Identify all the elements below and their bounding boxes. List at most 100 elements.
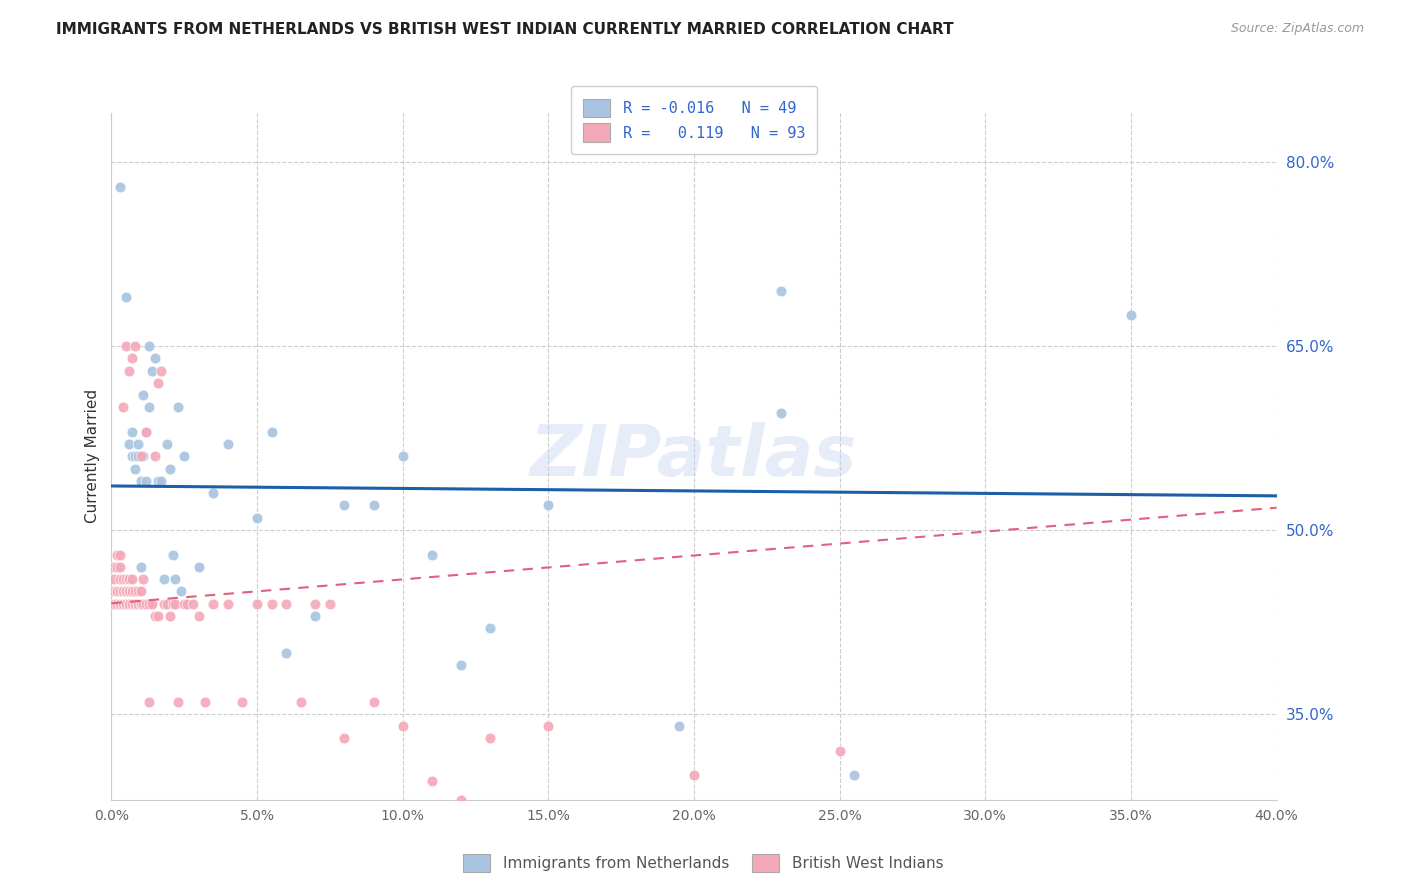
Point <box>118 437 141 451</box>
Point <box>135 425 157 439</box>
Point <box>115 572 138 586</box>
Point <box>770 407 793 421</box>
Point <box>202 597 225 611</box>
Point <box>108 597 131 611</box>
Point <box>138 597 160 611</box>
Point <box>391 450 413 464</box>
Point <box>173 597 195 611</box>
Point <box>363 499 385 513</box>
Point <box>162 548 184 562</box>
Point <box>121 572 143 586</box>
Point <box>187 608 209 623</box>
Point <box>118 572 141 586</box>
Point <box>105 584 128 599</box>
Point <box>112 401 135 415</box>
Point <box>246 597 269 611</box>
Point <box>156 597 179 611</box>
Point <box>450 657 472 672</box>
Point <box>450 793 472 807</box>
Point <box>217 437 239 451</box>
Point <box>363 695 385 709</box>
Point <box>162 597 184 611</box>
Point <box>143 450 166 464</box>
Point <box>108 559 131 574</box>
Point <box>127 450 149 464</box>
Point <box>129 450 152 464</box>
Point <box>135 597 157 611</box>
Point <box>124 597 146 611</box>
Legend: Immigrants from Netherlands, British West Indians: Immigrants from Netherlands, British Wes… <box>456 846 950 880</box>
Text: ZIPatlas: ZIPatlas <box>530 422 858 491</box>
Point <box>121 351 143 366</box>
Point <box>333 731 356 746</box>
Point <box>159 461 181 475</box>
Point <box>138 695 160 709</box>
Point <box>127 584 149 599</box>
Point <box>304 597 326 611</box>
Point <box>112 597 135 611</box>
Point <box>333 499 356 513</box>
Text: IMMIGRANTS FROM NETHERLANDS VS BRITISH WEST INDIAN CURRENTLY MARRIED CORRELATION: IMMIGRANTS FROM NETHERLANDS VS BRITISH W… <box>56 22 953 37</box>
Point <box>129 559 152 574</box>
Point <box>167 695 190 709</box>
Point <box>124 597 146 611</box>
Point <box>170 584 193 599</box>
Point <box>127 597 149 611</box>
Point <box>121 597 143 611</box>
Point <box>115 597 138 611</box>
Point <box>105 597 128 611</box>
Point <box>194 695 217 709</box>
Point <box>118 597 141 611</box>
Point <box>103 572 125 586</box>
Point <box>146 474 169 488</box>
Point <box>146 376 169 390</box>
Point <box>260 597 283 611</box>
Point <box>231 695 253 709</box>
Point <box>108 548 131 562</box>
Point <box>683 768 706 782</box>
Point <box>115 597 138 611</box>
Point <box>276 597 298 611</box>
Point <box>124 461 146 475</box>
Point <box>828 744 851 758</box>
Point <box>319 597 342 611</box>
Point <box>105 559 128 574</box>
Point <box>165 572 187 586</box>
Point <box>115 584 138 599</box>
Point <box>141 597 163 611</box>
Point <box>124 339 146 353</box>
Point <box>153 572 176 586</box>
Text: Source: ZipAtlas.com: Source: ZipAtlas.com <box>1230 22 1364 36</box>
Point <box>391 719 413 733</box>
Point <box>124 584 146 599</box>
Point <box>167 401 190 415</box>
Point <box>668 719 690 733</box>
Point <box>132 450 155 464</box>
Y-axis label: Currently Married: Currently Married <box>86 389 100 524</box>
Point <box>143 608 166 623</box>
Point <box>112 597 135 611</box>
Point <box>121 584 143 599</box>
Point <box>537 499 560 513</box>
Legend: R = -0.016   N = 49, R =   0.119   N = 93: R = -0.016 N = 49, R = 0.119 N = 93 <box>571 87 817 154</box>
Point <box>129 584 152 599</box>
Point <box>118 584 141 599</box>
Point <box>112 584 135 599</box>
Point <box>103 584 125 599</box>
Point <box>121 450 143 464</box>
Point <box>290 695 312 709</box>
Point <box>129 597 152 611</box>
Point <box>108 572 131 586</box>
Point <box>173 450 195 464</box>
Point <box>121 584 143 599</box>
Point <box>115 339 138 353</box>
Point <box>129 597 152 611</box>
Point <box>176 597 198 611</box>
Point <box>103 597 125 611</box>
Point <box>149 474 172 488</box>
Point <box>112 584 135 599</box>
Point <box>105 584 128 599</box>
Point <box>115 290 138 304</box>
Point <box>108 597 131 611</box>
Point <box>156 437 179 451</box>
